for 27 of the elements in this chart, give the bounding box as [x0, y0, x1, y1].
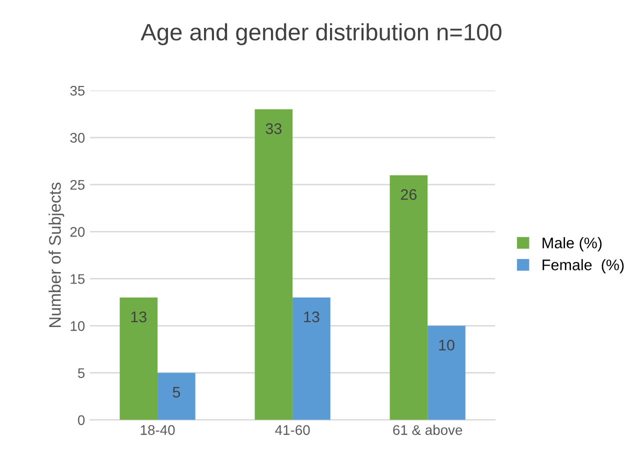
y-tick-label: 30 — [70, 132, 85, 143]
data-label: 13 — [304, 311, 320, 322]
data-label: 13 — [131, 311, 146, 322]
y-tick-label: 0 — [78, 415, 85, 426]
bar — [254, 109, 293, 420]
legend-label: Female (%) — [542, 259, 624, 274]
bar — [390, 175, 428, 420]
x-tick-label: 41-60 — [275, 425, 310, 435]
x-tick-label: 18-40 — [140, 425, 175, 435]
legend-label: Male (%) — [542, 237, 602, 252]
x-tick-label: 61 & above — [393, 424, 462, 435]
y-tick-label: 15 — [70, 274, 85, 284]
bar — [158, 372, 196, 420]
y-tick-label: 5 — [78, 368, 85, 378]
bar — [120, 298, 158, 420]
data-label: 10 — [439, 340, 454, 351]
data-label: 26 — [400, 189, 417, 200]
y-axis-title: Number of Subjects — [48, 182, 64, 328]
chart-title: Age and gender distribution n=100 — [140, 23, 502, 46]
bar — [428, 326, 466, 420]
y-tick-label: 35 — [70, 86, 85, 96]
y-tick-label: 20 — [70, 227, 85, 237]
y-tick-label: 10 — [70, 321, 85, 331]
bar — [292, 298, 330, 420]
data-label: 33 — [266, 123, 282, 134]
data-label: 5 — [172, 386, 180, 398]
y-tick-label: 25 — [70, 180, 85, 190]
